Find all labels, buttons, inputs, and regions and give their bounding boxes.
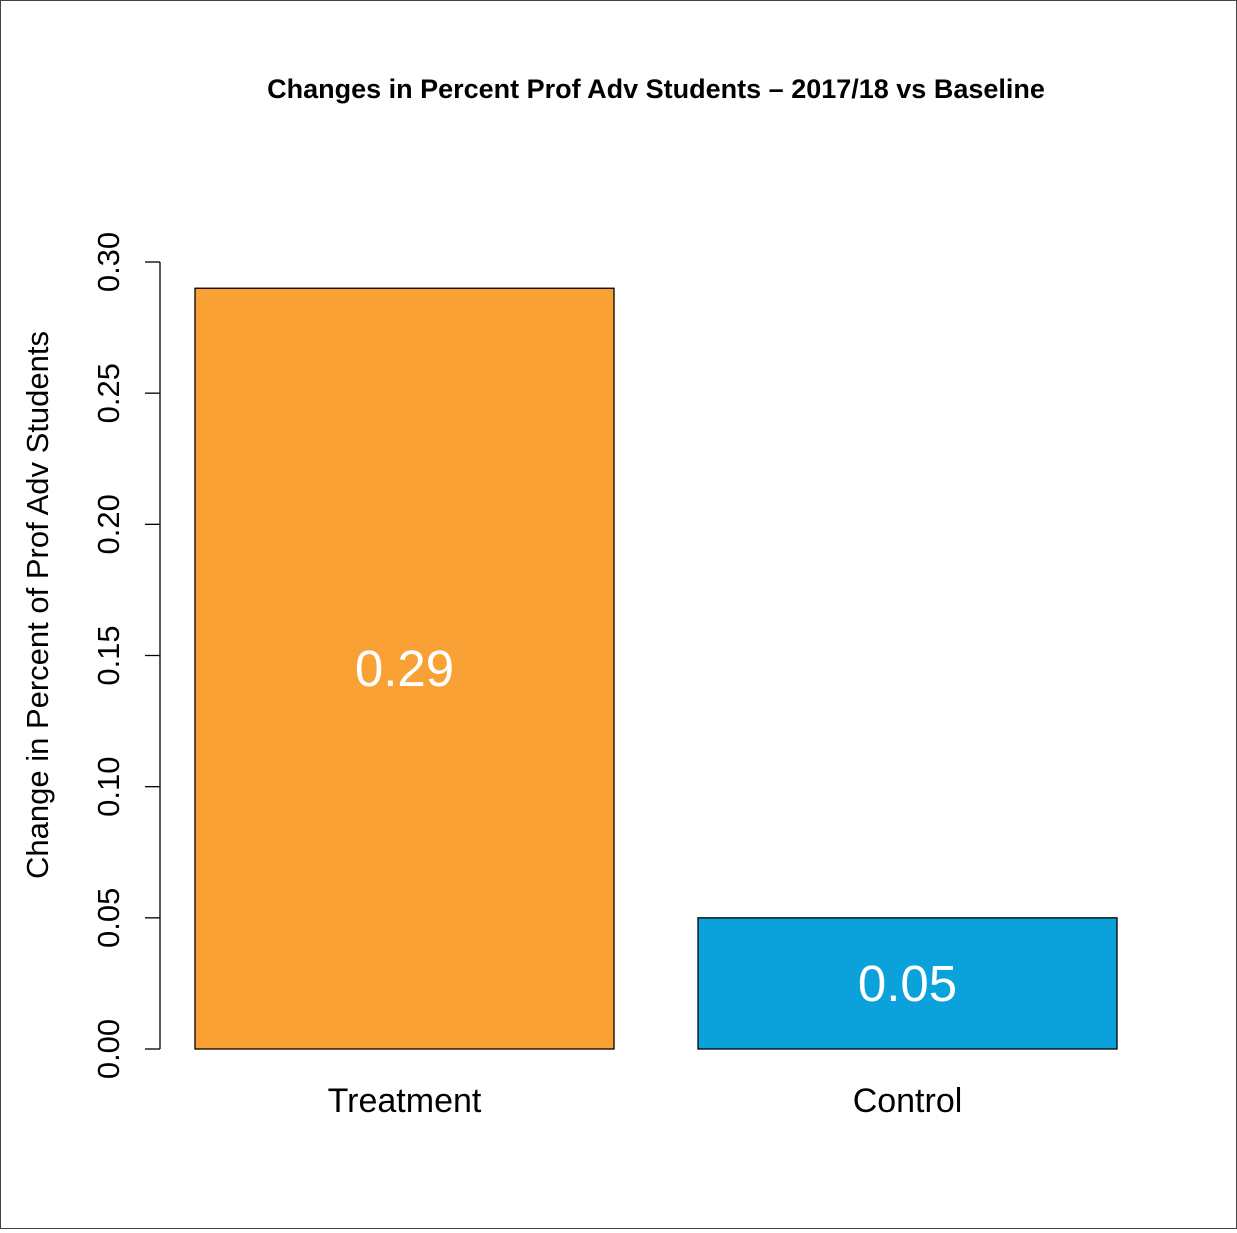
bars-group bbox=[194, 287, 1118, 1050]
bar-control bbox=[697, 917, 1118, 1050]
bar-value-labels: 0.29 0.05 bbox=[355, 640, 957, 1012]
chart-title: Changes in Percent Prof Adv Students – 2… bbox=[267, 74, 1045, 104]
y-tick-label: 0.15 bbox=[91, 625, 126, 685]
y-tick-label: 0.00 bbox=[91, 1019, 126, 1079]
x-category-labels: Treatment Control bbox=[328, 1082, 963, 1120]
y-tick-label: 0.25 bbox=[91, 363, 126, 423]
bar-treatment bbox=[194, 287, 615, 1050]
y-axis: 0.00 0.05 0.10 0.15 0.20 0.25 0.30 bbox=[91, 232, 161, 1079]
bar-value-label-control: 0.05 bbox=[858, 955, 957, 1012]
bar-value-label-treatment: 0.29 bbox=[355, 640, 454, 697]
y-axis-label: Change in Percent of Prof Adv Students bbox=[20, 331, 55, 879]
y-tick-label: 0.20 bbox=[91, 494, 126, 554]
y-tick-label: 0.10 bbox=[91, 756, 126, 816]
y-tick-label: 0.30 bbox=[91, 232, 126, 292]
x-category-label-control: Control bbox=[853, 1082, 963, 1120]
y-tick-label: 0.05 bbox=[91, 888, 126, 948]
x-category-label-treatment: Treatment bbox=[328, 1082, 482, 1120]
